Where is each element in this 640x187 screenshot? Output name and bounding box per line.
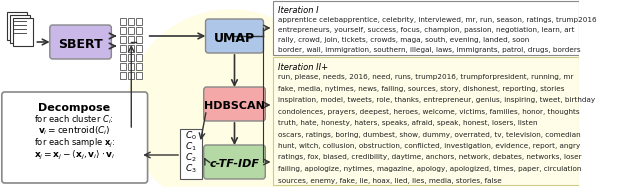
Text: fake, media, nytimes, news, failing, sources, story, dishonest, reporting, stori: fake, media, nytimes, news, failing, sou…: [278, 85, 564, 91]
Text: for each cluster $C_i$:: for each cluster $C_i$:: [35, 114, 114, 126]
Text: Iteration II+: Iteration II+: [278, 62, 328, 71]
Text: run, please, needs, 2016, need, runs, trump2016, trumpforpresident, running, mr: run, please, needs, 2016, need, runs, tr…: [278, 74, 573, 80]
Bar: [136, 72, 142, 79]
Text: border, wall, immigration, southern, illegal, laws, immigrants, patrol, drugs, b: border, wall, immigration, southern, ill…: [278, 47, 580, 53]
Text: ratings, fox, biased, credibility, daytime, anchors, network, debates, networks,: ratings, fox, biased, credibility, dayti…: [278, 154, 582, 160]
Bar: [120, 72, 126, 79]
Bar: [120, 63, 126, 70]
Bar: [136, 27, 142, 34]
Bar: [127, 54, 134, 61]
Text: entrepreneurs, yourself, success, focus, champion, passion, negotiation, learn, : entrepreneurs, yourself, success, focus,…: [278, 27, 575, 33]
Bar: [127, 45, 134, 52]
FancyBboxPatch shape: [204, 145, 265, 179]
Text: $C_3$: $C_3$: [185, 163, 197, 175]
Text: Decompose: Decompose: [38, 103, 110, 113]
Text: hunt, witch, collusion, obstruction, conflicted, investigation, evidence, report: hunt, witch, collusion, obstruction, con…: [278, 143, 580, 149]
Text: apprentice celebapprentice, celebrity, interviewed, mr, run, season, ratings, tr: apprentice celebapprentice, celebrity, i…: [278, 17, 596, 23]
Bar: [120, 45, 126, 52]
Bar: [127, 63, 134, 70]
FancyBboxPatch shape: [273, 57, 579, 185]
Text: Iteration I: Iteration I: [278, 5, 319, 15]
FancyBboxPatch shape: [50, 25, 111, 59]
Text: $C_1$: $C_1$: [185, 141, 197, 153]
Text: rally, crowd, join, tickets, crowds, maga, south, evening, landed, soon: rally, crowd, join, tickets, crowds, mag…: [278, 37, 529, 43]
Text: $\mathbf{v}_i = \mathrm{centroid}(C_i)$: $\mathbf{v}_i = \mathrm{centroid}(C_i)$: [38, 125, 111, 137]
Text: SBERT: SBERT: [58, 38, 103, 50]
Bar: [120, 18, 126, 25]
FancyBboxPatch shape: [7, 12, 27, 40]
Bar: [120, 36, 126, 43]
FancyBboxPatch shape: [205, 19, 264, 53]
Bar: [136, 36, 142, 43]
Text: c-TF-IDF: c-TF-IDF: [209, 159, 259, 169]
Bar: [136, 54, 142, 61]
Text: failing, apologize, nytimes, magazine, apology, apologized, times, paper, circul: failing, apologize, nytimes, magazine, a…: [278, 166, 581, 172]
Bar: [136, 45, 142, 52]
FancyBboxPatch shape: [13, 18, 33, 46]
Ellipse shape: [127, 10, 335, 187]
FancyBboxPatch shape: [204, 87, 265, 121]
Text: inspiration, model, tweets, role, thanks, entrepreneur, genius, inspiring, tweet: inspiration, model, tweets, role, thanks…: [278, 97, 595, 103]
Bar: [120, 54, 126, 61]
Bar: [127, 72, 134, 79]
FancyBboxPatch shape: [180, 129, 202, 179]
FancyBboxPatch shape: [273, 1, 579, 55]
FancyBboxPatch shape: [10, 15, 30, 43]
Text: condolences, prayers, deepest, heroes, welcome, victims, families, honor, though: condolences, prayers, deepest, heroes, w…: [278, 108, 580, 114]
Text: oscars, ratings, boring, dumbest, show, dummy, overrated, tv, television, comedi: oscars, ratings, boring, dumbest, show, …: [278, 131, 580, 137]
Text: for each sample $\mathbf{x}_j$:: for each sample $\mathbf{x}_j$:: [33, 137, 115, 150]
Bar: [120, 27, 126, 34]
FancyBboxPatch shape: [2, 92, 148, 183]
Text: $C_2$: $C_2$: [185, 152, 197, 164]
Text: UMAP: UMAP: [214, 31, 255, 45]
Text: truth, hate, honesty, haters, speaks, afraid, speak, honest, losers, listen: truth, hate, honesty, haters, speaks, af…: [278, 120, 538, 126]
Text: $C_0$: $C_0$: [185, 130, 197, 142]
Bar: [127, 36, 134, 43]
Bar: [127, 27, 134, 34]
Bar: [136, 18, 142, 25]
Bar: [127, 18, 134, 25]
Text: sources, enemy, fake, lie, hoax, lied, lies, media, stories, false: sources, enemy, fake, lie, hoax, lied, l…: [278, 177, 502, 183]
Text: HDBSCAN: HDBSCAN: [204, 101, 265, 111]
Bar: [136, 63, 142, 70]
Text: $\mathbf{x}_j = \mathbf{x}_j - \langle \mathbf{x}_j, \mathbf{v}_i \rangle \cdot : $\mathbf{x}_j = \mathbf{x}_j - \langle \…: [33, 148, 115, 162]
